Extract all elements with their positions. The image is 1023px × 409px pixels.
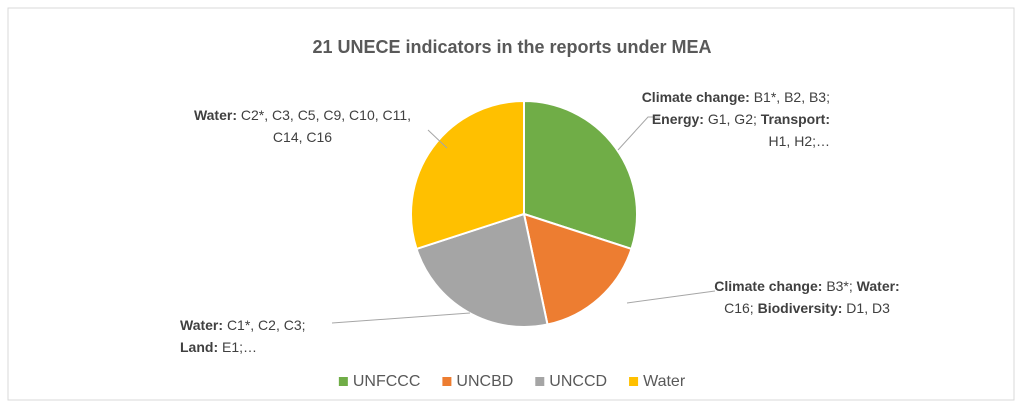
label-topic: Water: xyxy=(193,107,237,123)
label-items: G1, G2; xyxy=(707,111,757,127)
legend-label: Water xyxy=(643,373,686,390)
label-topic: Transport: xyxy=(760,111,830,127)
leader-line xyxy=(617,116,660,151)
legend-swatch xyxy=(442,377,452,386)
label-items: E1;… xyxy=(222,339,258,355)
data-label: Climate change: B3*; Water: C16; Biodive… xyxy=(712,275,902,319)
pie-slice xyxy=(410,99,525,251)
leader-line xyxy=(331,312,471,324)
legend-swatch xyxy=(338,377,348,386)
legend-swatch xyxy=(629,377,639,386)
data-label-text: Climate change: B3*; Water: C16; Biodive… xyxy=(712,275,902,319)
legend-swatch xyxy=(535,377,545,386)
pie-slice xyxy=(523,99,638,251)
legend-label: UNFCCC xyxy=(353,373,421,390)
pie-slice xyxy=(415,212,549,328)
label-topic: Land: xyxy=(180,339,219,355)
leader-line xyxy=(626,290,716,304)
label-topic: Energy: xyxy=(651,111,704,127)
data-label: Climate change: B1*, B2, B3; Energy: G1,… xyxy=(640,86,830,152)
label-topic: Water: xyxy=(856,278,900,294)
label-items: C1*, C2, C3; xyxy=(226,317,306,333)
chart-title: 21 UNECE indicators in the reports under… xyxy=(312,37,711,57)
legend-label: UNCBD xyxy=(456,373,513,390)
legend-label: UNCCD xyxy=(549,373,607,390)
label-items: B3*; xyxy=(826,278,853,294)
data-label: Water: C2*, C3, C5, C9, C10, C11, C14, C… xyxy=(190,104,415,148)
label-topic: Biodiversity: xyxy=(757,300,843,316)
data-label-text: Water: C1*, C2, C3; Land: E1;… xyxy=(180,314,340,358)
label-items: C2*, C3, C5, C9, C10, C11, C14, C16 xyxy=(240,107,412,145)
legend: UNFCCC UNCBD UNCCD Water xyxy=(338,373,686,390)
data-label-text: Climate change: B1*, B2, B3; Energy: G1,… xyxy=(640,86,830,152)
pie-slice xyxy=(522,212,633,326)
label-items: D1, D3 xyxy=(846,300,890,316)
label-items: B1*, B2, B3; xyxy=(753,89,830,105)
data-label-text: Water: C2*, C3, C5, C9, C10, C11, C14, C… xyxy=(190,104,415,148)
data-label: Water: C1*, C2, C3; Land: E1;… xyxy=(180,314,340,358)
label-topic: Climate change: xyxy=(641,89,750,105)
label-items: H1, H2;… xyxy=(768,133,830,149)
leader-line xyxy=(427,129,448,149)
label-topic: Climate change: xyxy=(714,278,823,294)
label-topic: Water: xyxy=(180,317,224,333)
label-items: C16; xyxy=(724,300,754,316)
